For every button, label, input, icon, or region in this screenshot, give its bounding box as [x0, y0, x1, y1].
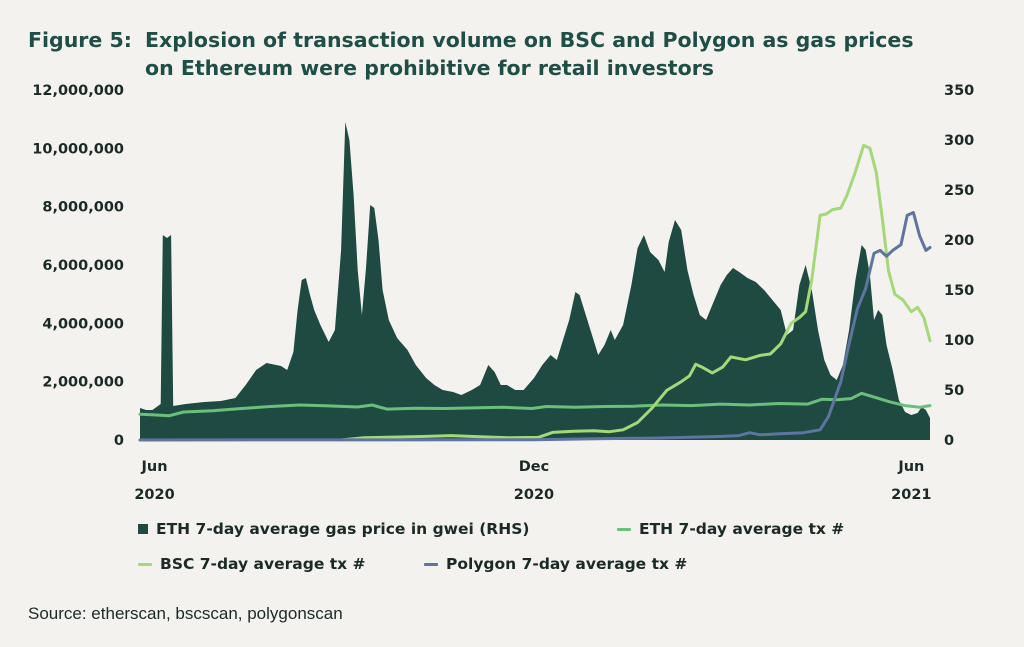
- y-left-tick-label: 4,000,000: [42, 316, 124, 332]
- x-tick-label: Jun: [140, 459, 167, 475]
- x-tick-year-label: 2020: [134, 487, 174, 503]
- source-note: Source: etherscan, bscscan, polygonscan: [28, 604, 343, 623]
- x-tick-year-label: 2021: [891, 487, 931, 503]
- y-right-tick-label: 0: [944, 433, 954, 449]
- figure-title: Explosion of transaction volume on BSC a…: [145, 28, 914, 80]
- y-left-tick-label: 2,000,000: [42, 375, 124, 391]
- figure-label: Figure 5:: [28, 28, 132, 52]
- y-right-tick-label: 350: [944, 83, 974, 99]
- y-right-tick-label: 300: [944, 133, 974, 149]
- x-tick-label: Jun: [897, 459, 924, 475]
- series-line-polygon_tx: [138, 211, 932, 442]
- y-left-tick-label: 6,000,000: [42, 258, 124, 274]
- y-right-tick-label: 150: [944, 283, 974, 299]
- y-left-tick-label: 12,000,000: [32, 83, 124, 99]
- x-tick-label: Dec: [519, 459, 549, 475]
- series-line-bsc_tx: [339, 143, 932, 442]
- y-left-tick-label: 10,000,000: [32, 141, 124, 157]
- y-right-tick-label: 250: [944, 183, 974, 199]
- y-left-tick-label: 0: [114, 433, 124, 449]
- y-left-tick-label: 8,000,000: [42, 200, 124, 216]
- series-line-eth_tx: [138, 391, 932, 418]
- y-right-tick-label: 100: [944, 333, 974, 349]
- y-right-tick-label: 200: [944, 233, 974, 249]
- x-tick-year-label: 2020: [514, 487, 554, 503]
- y-right-tick-label: 50: [944, 383, 964, 399]
- series-area-eth_gas: [140, 122, 930, 440]
